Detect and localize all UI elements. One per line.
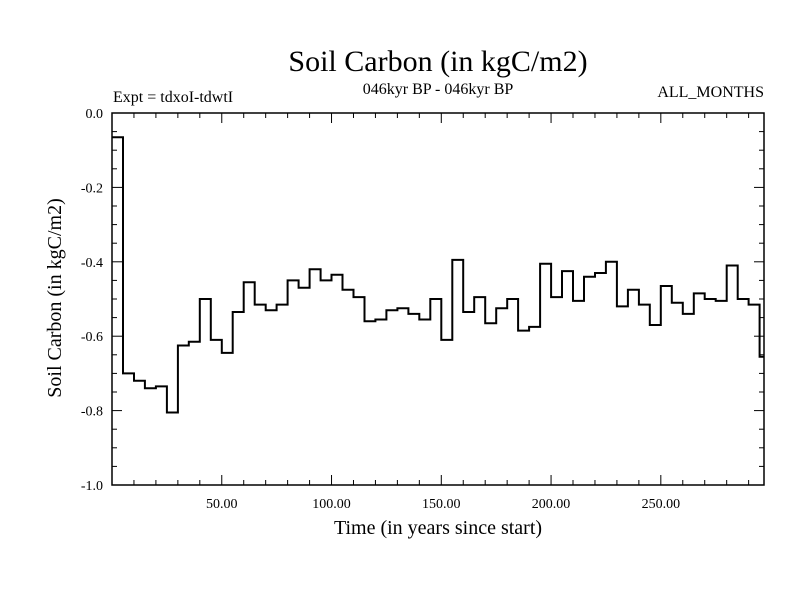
months-label: ALL_MONTHS (657, 84, 764, 101)
x-axis-label: Time (in years since start) (334, 517, 542, 539)
y-tick-labels: 0.0 -0.2 -0.4 -0.6 -0.8 -1.0 (81, 107, 103, 494)
x-tick-label: 50.00 (206, 497, 238, 512)
x-tick-label: 100.00 (312, 497, 351, 512)
x-tick-labels: 50.00 100.00 150.00 200.00 250.00 (206, 497, 680, 512)
y-tick-label: 0.0 (86, 107, 104, 122)
x-tick-label: 250.00 (642, 497, 681, 512)
y-tick-label: -0.2 (81, 181, 103, 196)
y-tick-label: -0.4 (81, 256, 103, 271)
y-tick-label: -0.6 (81, 330, 103, 345)
series-line (112, 136, 764, 414)
y-tick-label: -1.0 (81, 479, 103, 494)
y-axis-label: Soil Carbon (in kgC/m2) (44, 198, 66, 397)
chart-subtitle: 046kyr BP - 046kyr BP (363, 81, 514, 98)
x-tick-label: 200.00 (532, 497, 571, 512)
axis-ticks (112, 112, 764, 486)
y-tick-label: -0.8 (81, 405, 103, 420)
chart-title: Soil Carbon (in kgC/m2) (288, 45, 587, 78)
experiment-label: Expt = tdxoI-tdwtI (113, 89, 233, 106)
x-tick-label: 150.00 (422, 497, 461, 512)
